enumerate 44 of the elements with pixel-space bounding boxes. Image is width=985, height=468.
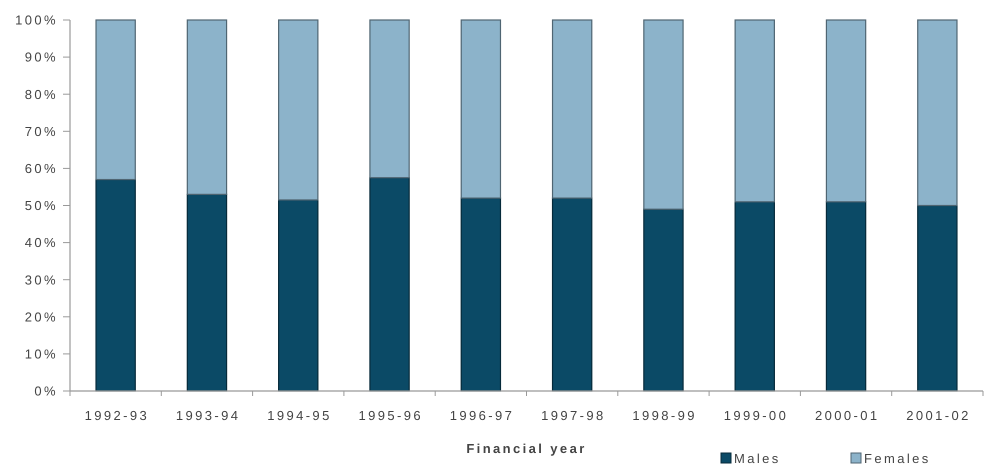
- bar: [552, 19, 592, 199]
- y-tick-label: 90%: [24, 50, 58, 65]
- bar: [826, 19, 866, 202]
- bar: [917, 204, 958, 392]
- bar: [917, 19, 958, 206]
- x-tick-label: 2000-01: [814, 408, 880, 423]
- x-tick-label: 1998-99: [632, 408, 697, 423]
- bar: [460, 197, 502, 392]
- bar: [552, 197, 592, 392]
- y-tick-label: 20%: [24, 309, 58, 324]
- y-tick-label: 100%: [15, 12, 58, 28]
- y-tick-label: 80%: [24, 86, 58, 102]
- x-tick-label: 1995-96: [358, 408, 424, 423]
- bar: [95, 178, 136, 392]
- bar: [278, 199, 318, 392]
- y-tick-label: 70%: [24, 124, 58, 139]
- y-tick-label: 50%: [24, 198, 58, 214]
- y-tick-label: 10%: [24, 346, 58, 362]
- bar: [460, 19, 502, 199]
- bar: [186, 194, 228, 392]
- bar: [369, 177, 410, 392]
- x-tick-label: 2001-02: [906, 408, 971, 423]
- bar: [186, 19, 228, 195]
- legend-label: Males: [734, 451, 781, 466]
- bar: [95, 19, 136, 180]
- x-tick-label: 1999-00: [724, 408, 788, 423]
- bar: [643, 19, 684, 210]
- bar: [734, 201, 775, 392]
- y-tick-label: 0%: [34, 384, 58, 399]
- x-tick-label: 1994-95: [267, 408, 332, 423]
- x-axis-title: Financial year: [466, 441, 587, 456]
- x-tick-label: 1997-98: [541, 408, 606, 423]
- y-tick-label: 30%: [24, 272, 58, 288]
- x-tick-label: 1993-94: [176, 408, 240, 423]
- legend-label: Females: [864, 451, 931, 466]
- bar: [278, 19, 318, 201]
- y-tick-label: 60%: [24, 160, 58, 176]
- y-tick-label: 40%: [24, 235, 58, 250]
- bar: [826, 201, 866, 392]
- x-tick-label: 1992-93: [84, 408, 150, 423]
- bar: [643, 208, 684, 392]
- x-tick-label: 1996-97: [450, 408, 514, 423]
- bar: [734, 19, 775, 202]
- bar: [369, 19, 410, 178]
